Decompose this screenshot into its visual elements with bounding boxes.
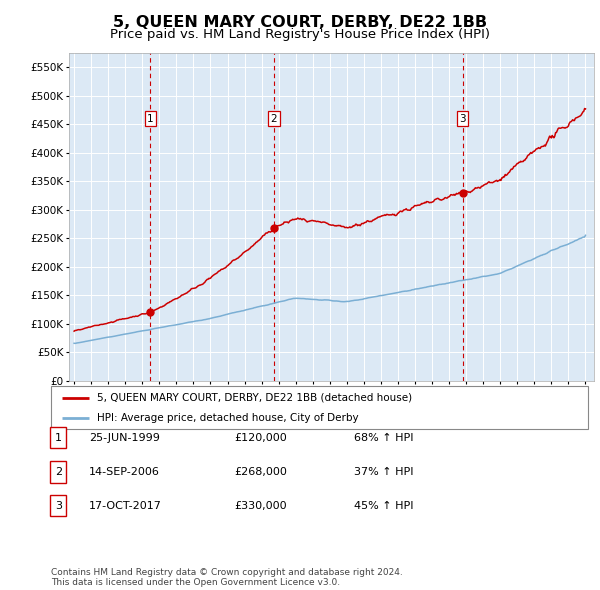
Text: 5, QUEEN MARY COURT, DERBY, DE22 1BB: 5, QUEEN MARY COURT, DERBY, DE22 1BB xyxy=(113,15,487,30)
Text: £120,000: £120,000 xyxy=(234,433,287,442)
Text: Price paid vs. HM Land Registry's House Price Index (HPI): Price paid vs. HM Land Registry's House … xyxy=(110,28,490,41)
Text: 14-SEP-2006: 14-SEP-2006 xyxy=(89,467,160,477)
Text: 1: 1 xyxy=(55,433,62,442)
Text: 25-JUN-1999: 25-JUN-1999 xyxy=(89,433,160,442)
Text: 5, QUEEN MARY COURT, DERBY, DE22 1BB (detached house): 5, QUEEN MARY COURT, DERBY, DE22 1BB (de… xyxy=(97,393,412,403)
Text: 17-OCT-2017: 17-OCT-2017 xyxy=(89,501,161,510)
Text: 3: 3 xyxy=(55,501,62,510)
Text: Contains HM Land Registry data © Crown copyright and database right 2024.
This d: Contains HM Land Registry data © Crown c… xyxy=(51,568,403,587)
Text: 1: 1 xyxy=(147,114,154,123)
Text: HPI: Average price, detached house, City of Derby: HPI: Average price, detached house, City… xyxy=(97,413,358,423)
Text: £330,000: £330,000 xyxy=(234,501,287,510)
Text: 3: 3 xyxy=(459,114,466,123)
Text: 45% ↑ HPI: 45% ↑ HPI xyxy=(354,501,413,510)
Text: 37% ↑ HPI: 37% ↑ HPI xyxy=(354,467,413,477)
Text: 2: 2 xyxy=(55,467,62,477)
Text: £268,000: £268,000 xyxy=(234,467,287,477)
Text: 68% ↑ HPI: 68% ↑ HPI xyxy=(354,433,413,442)
Text: 2: 2 xyxy=(271,114,277,123)
